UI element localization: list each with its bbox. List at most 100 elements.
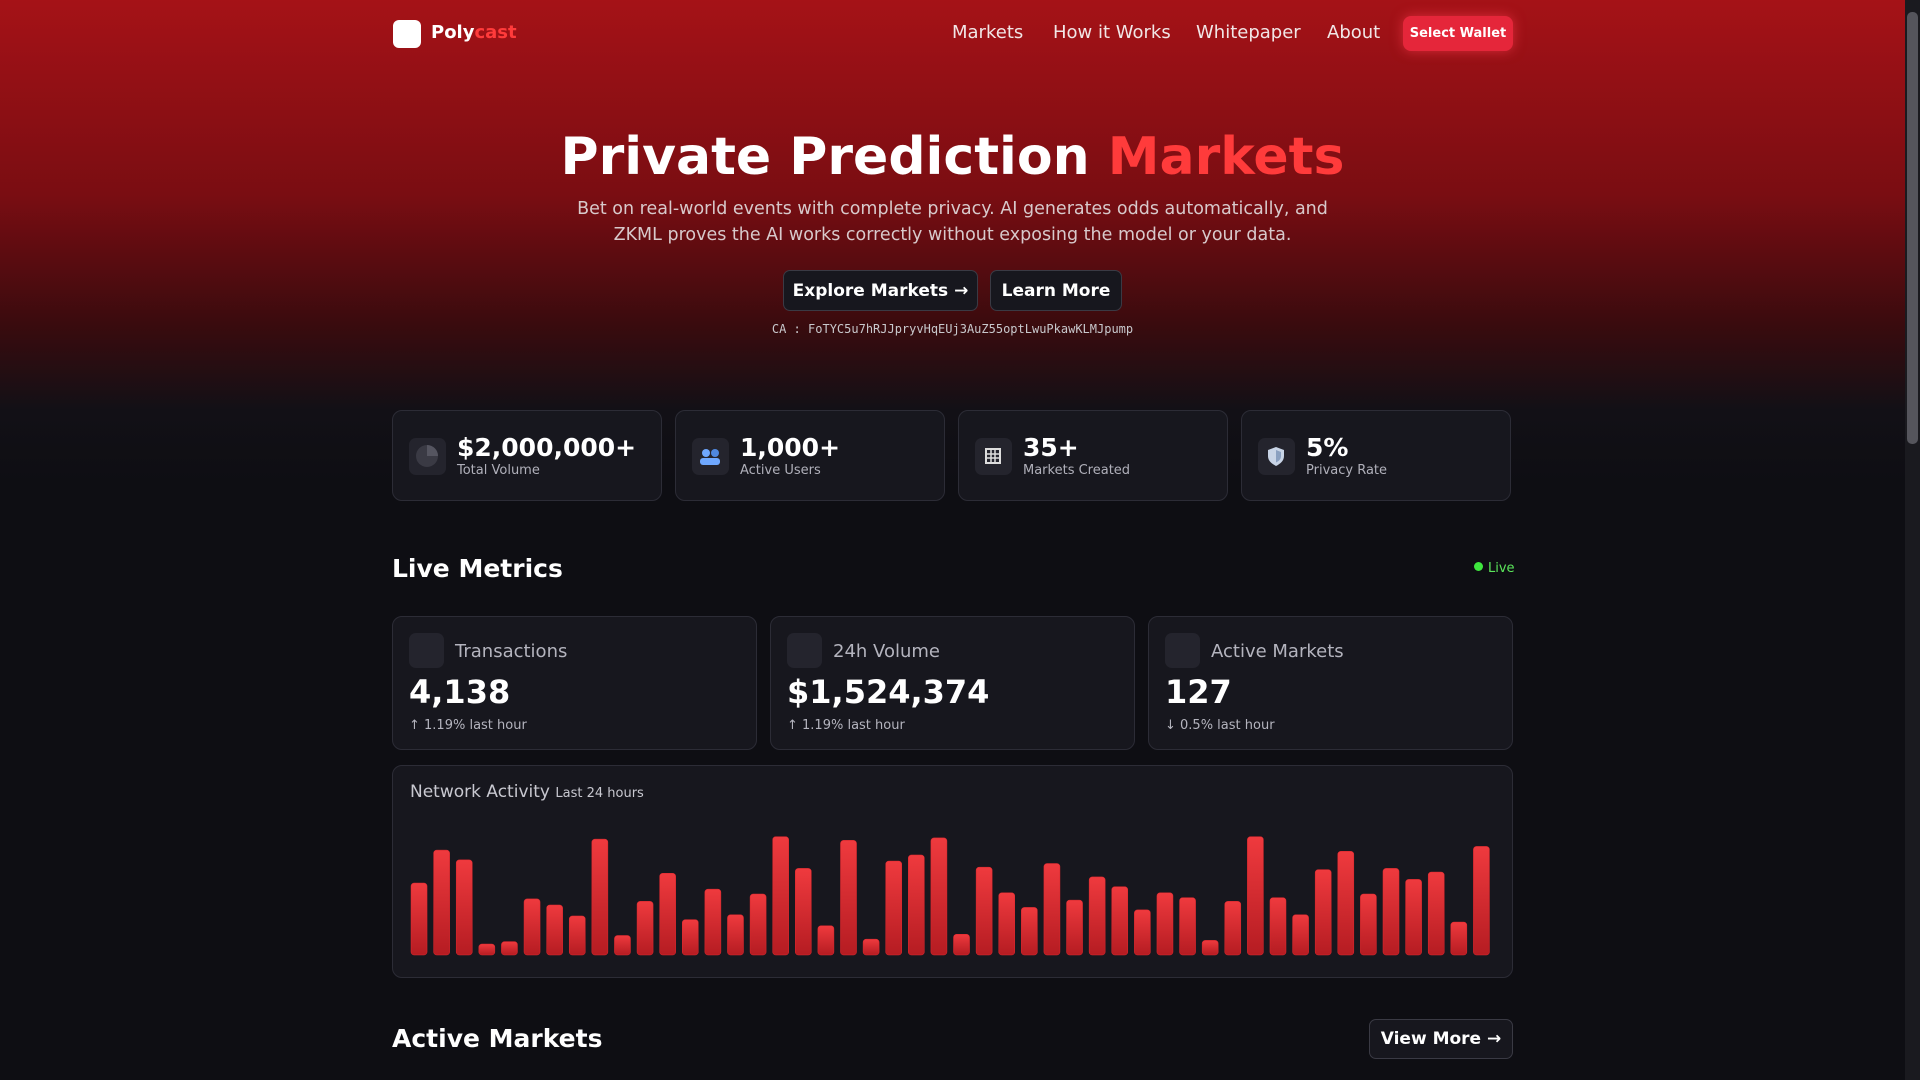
learn-more-button[interactable]: Learn More xyxy=(990,270,1122,311)
stat-card: 1,000+ Active Users xyxy=(675,410,945,501)
bar xyxy=(523,898,541,956)
bar xyxy=(749,893,767,956)
stat-icon xyxy=(692,438,729,475)
bar xyxy=(908,854,925,956)
brand[interactable]: Polycast xyxy=(431,22,517,43)
metric-icon xyxy=(1165,633,1200,668)
bar xyxy=(1224,901,1242,956)
bar xyxy=(1088,876,1106,956)
stat-label: Total Volume xyxy=(457,463,540,478)
metric-card: Transactions 4,138 ↑ 1.19% last hour xyxy=(392,616,757,750)
bar xyxy=(1201,940,1219,956)
stat-label: Privacy Rate xyxy=(1306,463,1388,478)
chart-subtitle: Last 24 hours xyxy=(555,786,644,801)
hero-title-prefix: Private Prediction xyxy=(560,127,1090,187)
bar xyxy=(817,925,835,956)
section-title: Live Metrics xyxy=(392,554,563,583)
metric-change: ↑ 1.19% last hour xyxy=(409,718,527,733)
bar xyxy=(1382,868,1400,956)
bar xyxy=(704,888,722,956)
bar xyxy=(840,840,857,956)
bar xyxy=(727,914,744,956)
bar xyxy=(1292,914,1309,956)
stat-value: 1,000+ xyxy=(740,433,841,462)
bar xyxy=(478,943,496,956)
metric-label: 24h Volume xyxy=(833,641,940,662)
hero-title-highlight: Markets xyxy=(1107,127,1345,187)
metric-value: $1,524,374 xyxy=(787,673,990,711)
bar xyxy=(1450,921,1468,956)
metric-icon xyxy=(409,633,444,668)
stat-value: 5% xyxy=(1306,433,1349,462)
live-status: Live xyxy=(1488,561,1515,576)
metric-label: Transactions xyxy=(455,641,568,662)
bar xyxy=(885,860,902,956)
ca-value[interactable]: FoTYC5u7hRJJpryvHqEUj3AuZ55optLwuPkawKLM… xyxy=(808,322,1134,336)
stat-label: Active Users xyxy=(740,463,821,478)
section-title: Active Markets xyxy=(392,1024,603,1053)
bar xyxy=(862,938,880,956)
bar xyxy=(1473,846,1490,956)
nav-link[interactable]: How it Works xyxy=(1053,22,1171,43)
bar xyxy=(1134,909,1151,956)
metric-change: ↓ 0.5% last hour xyxy=(1165,718,1275,733)
bar xyxy=(953,934,970,956)
metric-icon xyxy=(787,633,822,668)
stat-icon xyxy=(409,438,446,475)
bar xyxy=(433,849,450,956)
metric-card: Active Markets 127 ↓ 0.5% last hour xyxy=(1148,616,1513,750)
stat-value: 35+ xyxy=(1023,433,1079,462)
nav-link[interactable]: Whitepaper xyxy=(1196,22,1301,43)
stat-value: $2,000,000+ xyxy=(457,433,637,462)
bar xyxy=(1405,879,1422,956)
logo[interactable] xyxy=(393,20,421,48)
bar xyxy=(998,892,1016,956)
hero-title: Private Prediction Markets xyxy=(0,127,1905,187)
metric-change: ↑ 1.19% last hour xyxy=(787,718,905,733)
bar xyxy=(1269,897,1287,956)
stat-card: 5% Privacy Rate xyxy=(1241,410,1511,501)
bar xyxy=(795,868,812,956)
bar xyxy=(410,882,428,956)
bar xyxy=(1111,886,1129,956)
metric-value: 127 xyxy=(1165,673,1232,711)
nav-link[interactable]: Markets xyxy=(952,22,1024,43)
select-wallet-button[interactable]: Select Wallet xyxy=(1403,16,1513,51)
bar xyxy=(1156,892,1174,956)
bar xyxy=(568,915,586,956)
bar xyxy=(930,837,948,956)
bar xyxy=(682,919,699,956)
stat-icon xyxy=(975,438,1012,475)
ca-label: CA : xyxy=(771,322,801,336)
bar xyxy=(975,866,993,956)
hero-subtitle: Bet on real-world events with complete p… xyxy=(577,199,1328,245)
bar xyxy=(1314,869,1332,956)
metric-card: 24h Volume $1,524,374 ↑ 1.19% last hour xyxy=(770,616,1135,750)
brand-prefix: Poly xyxy=(431,22,475,43)
bar xyxy=(659,873,676,956)
network-card: Network Activity Last 24 hours xyxy=(392,765,1513,978)
bar xyxy=(1043,863,1061,956)
bar xyxy=(1021,907,1038,956)
stat-card: 35+ Markets Created xyxy=(958,410,1228,501)
metric-value: 4,138 xyxy=(409,673,511,711)
explore-button[interactable]: Explore Markets → xyxy=(783,270,978,311)
bar xyxy=(546,904,563,956)
bar xyxy=(455,859,473,956)
icon xyxy=(985,448,1001,464)
live-dot xyxy=(1474,562,1483,571)
chart-title: Network Activity xyxy=(410,782,550,802)
metric-label: Active Markets xyxy=(1211,641,1344,662)
brand-suffix: cast xyxy=(474,22,517,43)
nav-link[interactable]: About xyxy=(1327,22,1381,43)
scrollbar-thumb[interactable] xyxy=(1907,12,1918,444)
bar xyxy=(501,941,518,956)
bar xyxy=(772,836,789,956)
stat-icon xyxy=(1258,438,1295,475)
stat-card: $2,000,000+ Total Volume xyxy=(392,410,662,501)
bar xyxy=(614,935,631,956)
view-more-button[interactable]: View More → xyxy=(1369,1019,1513,1059)
bar xyxy=(591,838,609,956)
stat-label: Markets Created xyxy=(1023,463,1131,478)
